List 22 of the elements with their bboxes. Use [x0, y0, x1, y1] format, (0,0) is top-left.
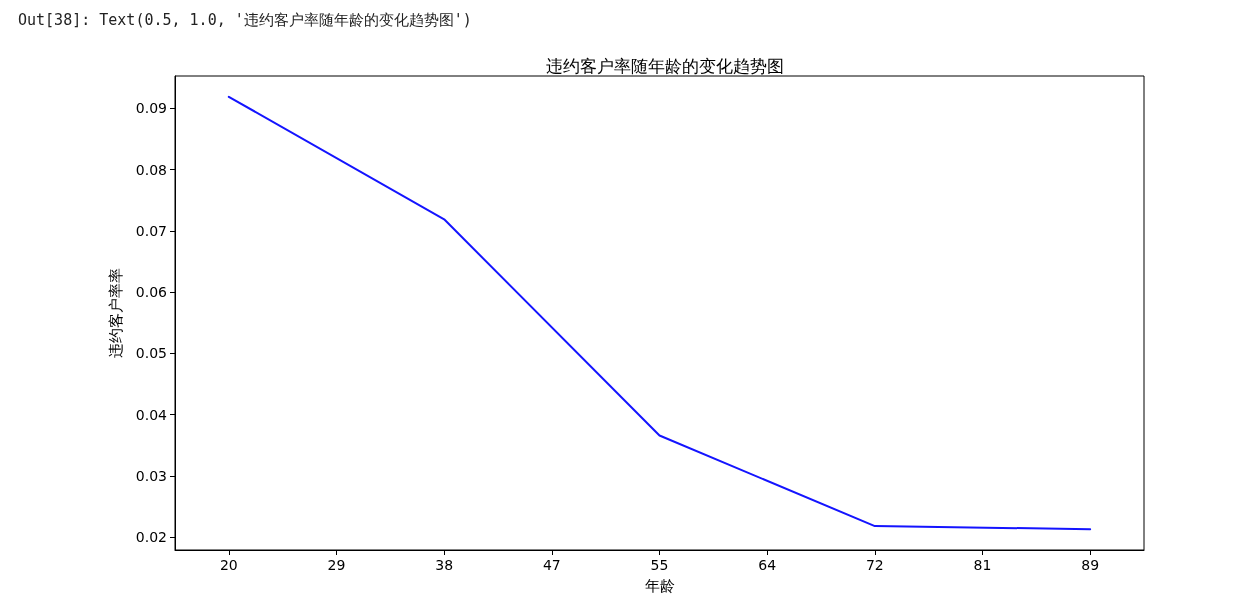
x-tick-label: 29: [327, 557, 346, 573]
line-series: [227, 95, 1092, 531]
y-tick-label: 0.04: [135, 406, 168, 423]
x-tick-label: 72: [865, 557, 884, 573]
text: Out[38]: Text(0.5, 1.0, '违约客户率随年龄的变化趋势图'): [18, 10, 472, 29]
y-tick-label: 0.07: [135, 222, 167, 239]
y-tick-label: 0.06: [135, 284, 168, 301]
y-tick-label: 0.02: [135, 529, 167, 546]
chart-title: 违约客户率随年龄的变化趋势图: [545, 55, 784, 76]
x-tick-label: 64: [758, 557, 777, 573]
x-tick-label: 55: [650, 557, 669, 573]
y-tick-label: 0.05: [135, 345, 167, 362]
y-axis-title: 违约客户率率: [106, 268, 125, 358]
x-tick-label: 89: [1081, 557, 1100, 573]
x-axis-title: 年龄: [644, 576, 675, 595]
x-tick-label: 81: [973, 557, 992, 573]
y-tick-label: 0.09: [135, 100, 167, 117]
x-tick-label: 20: [219, 557, 238, 573]
y-tick-label: 0.08: [135, 161, 167, 178]
y-tick-label: 0.03: [135, 467, 167, 484]
x-tick-label: 38: [435, 557, 454, 573]
x-tick-label: 47: [542, 557, 561, 573]
